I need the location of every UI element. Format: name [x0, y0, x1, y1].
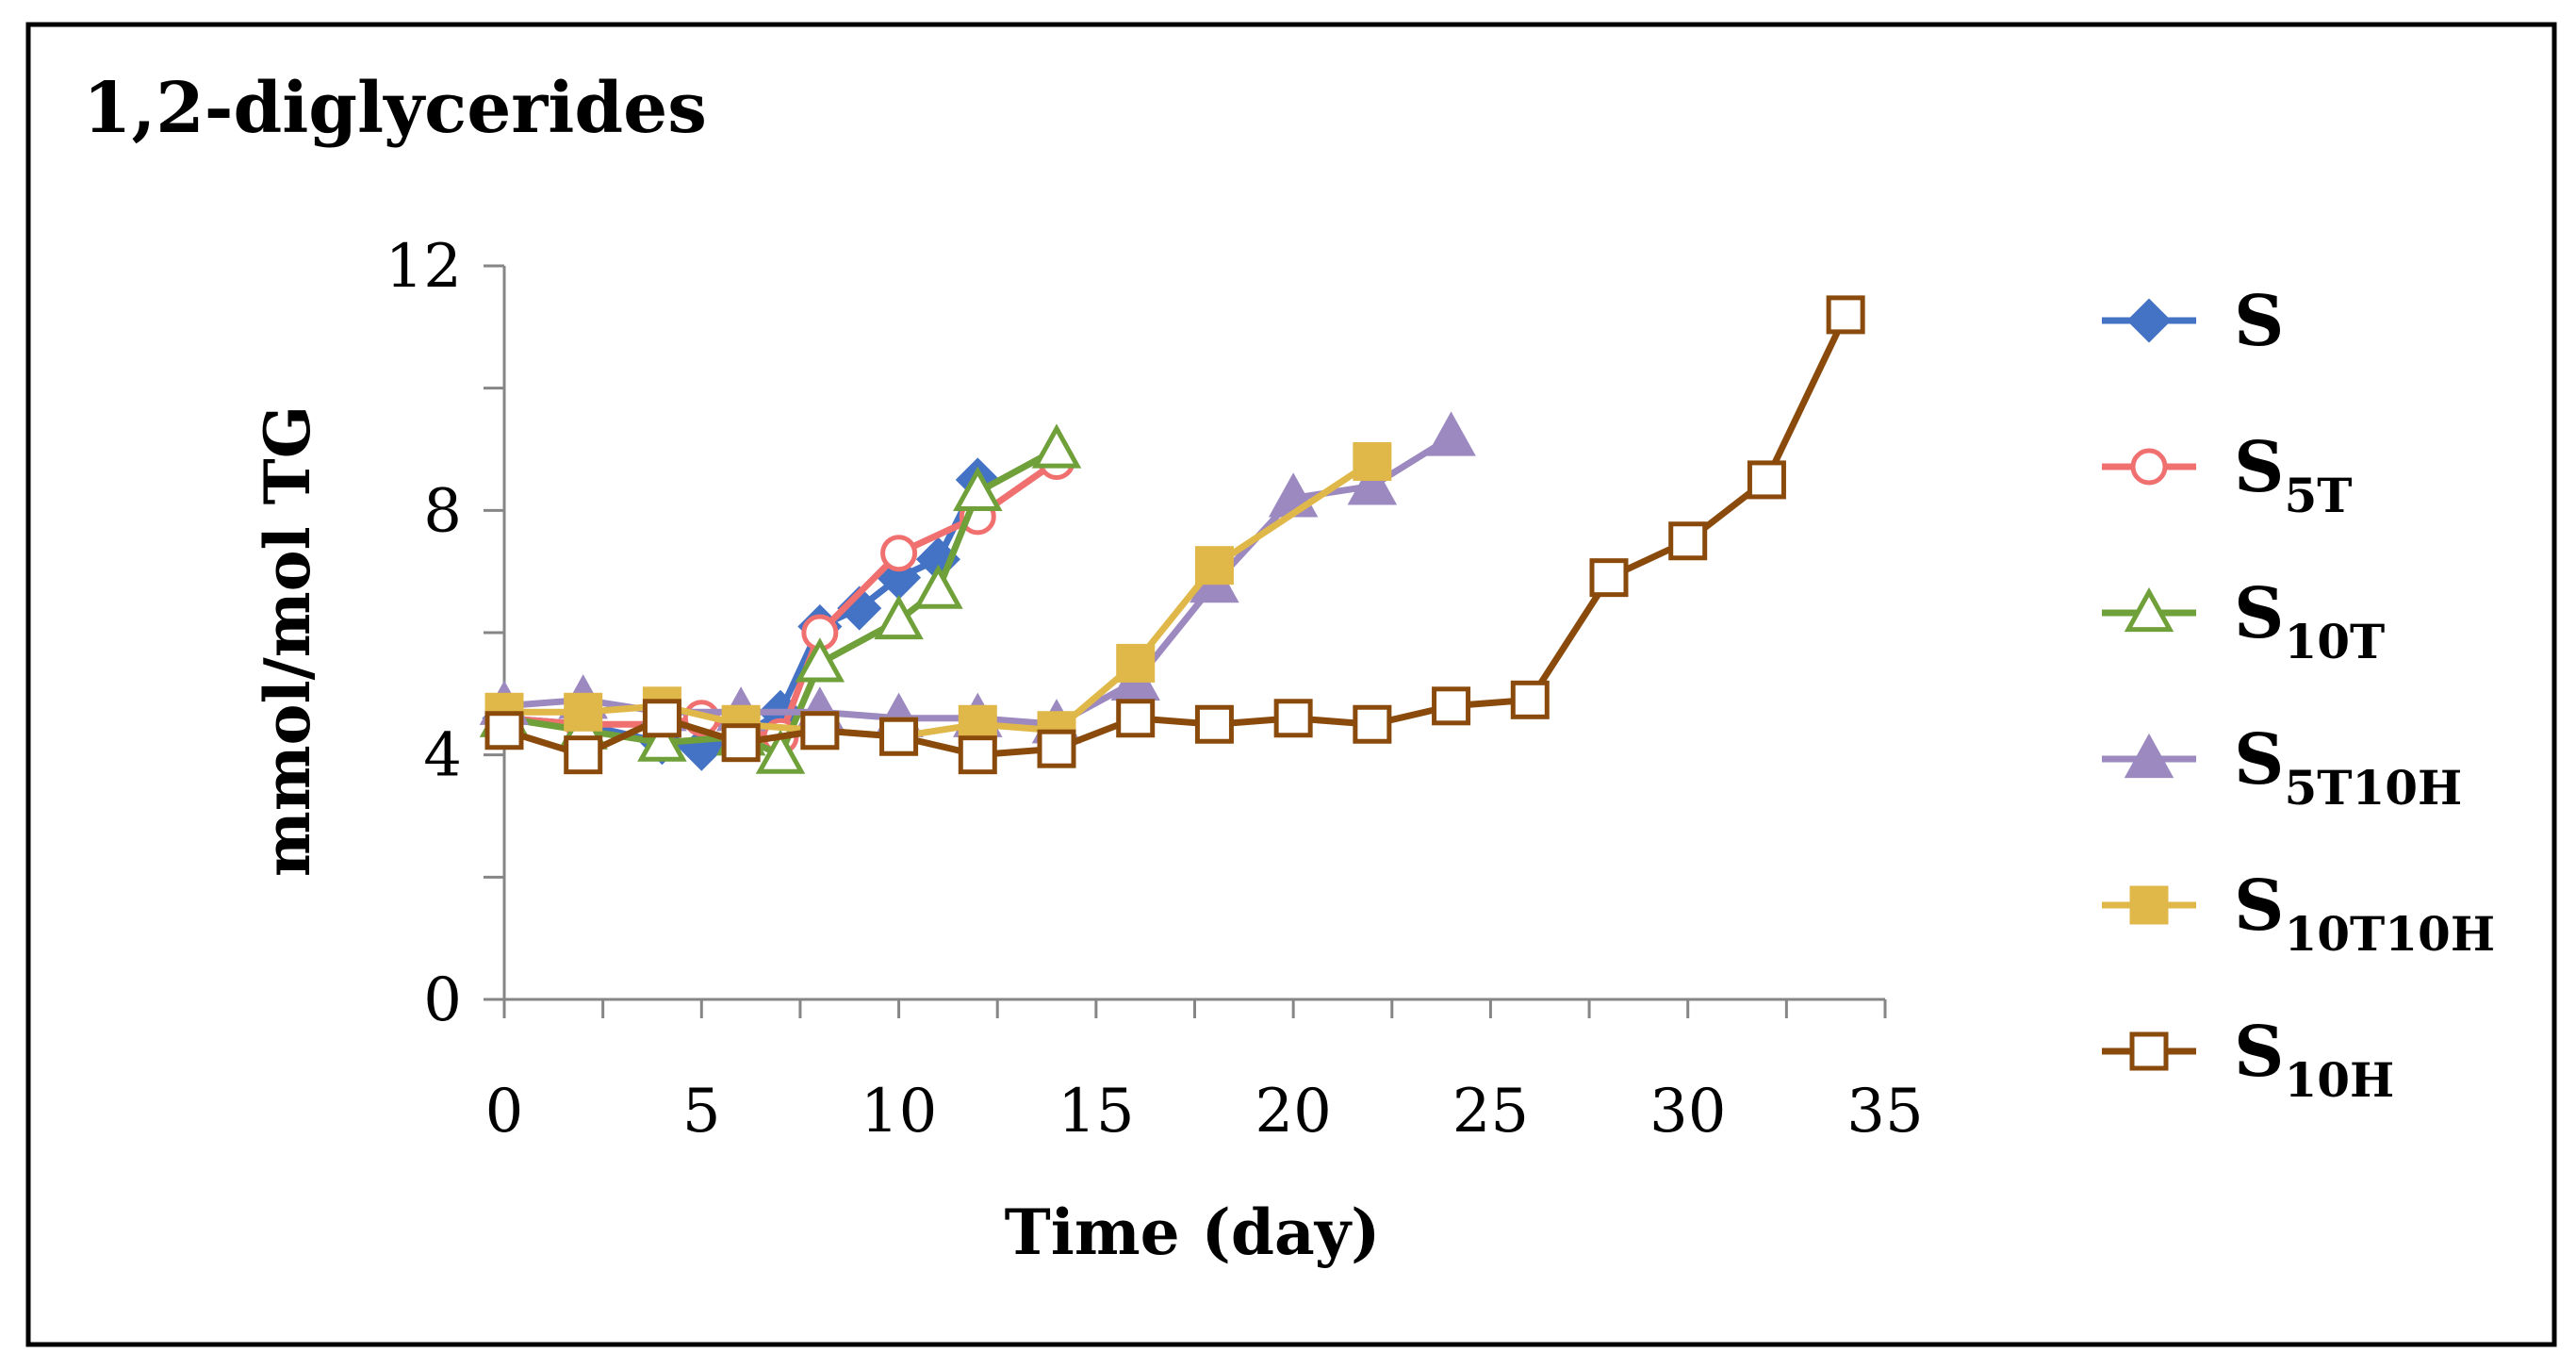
data-point-S10T10H: [1194, 546, 1234, 586]
data-point-S10H: [1432, 686, 1471, 726]
data-point-S10T: [913, 564, 963, 609]
y-tick-label: 8: [423, 476, 462, 546]
chart-title: 1,2-diglycerides: [83, 68, 707, 149]
data-point-S10H: [484, 711, 524, 750]
data-point-S5T: [880, 535, 918, 572]
data-point-S10H: [1826, 295, 1865, 335]
data-point-S10T: [1031, 423, 1082, 469]
data-point-S10H: [1589, 558, 1629, 598]
data-point-S10H: [879, 717, 919, 756]
data-point-S5T10H: [1347, 460, 1398, 505]
series-line-S5T: [503, 458, 1059, 740]
legend-label: S10T10H: [2234, 866, 2495, 962]
legend-label: S5T: [2234, 427, 2352, 523]
data-point-S10H: [1194, 704, 1234, 744]
series-S10H: [484, 295, 1865, 775]
x-tick-label: 25: [1452, 1077, 1529, 1146]
data-point-S10T: [755, 729, 806, 774]
y-axis-title: mmol/mol TG: [251, 405, 324, 877]
legend-marker: [2130, 448, 2168, 486]
data-point-S10T: [874, 594, 924, 640]
data-point-S10H: [721, 723, 761, 763]
plot-area: 0 4 8 12 0 5 10 15 20 25 30 35: [386, 232, 1924, 1146]
data-point-S10H: [1510, 680, 1550, 719]
data-point-S10H: [1116, 699, 1156, 738]
legend-item-S10H: S10H: [2102, 1012, 2394, 1108]
legend-item-S5T: S5T: [2102, 427, 2352, 523]
x-tick-label: 20: [1255, 1077, 1331, 1146]
legend-item-S: S: [2102, 281, 2284, 362]
data-point-S10H: [958, 735, 997, 775]
legend-item-S5T10H: S5T10H: [2102, 719, 2462, 816]
data-point-S10T: [953, 466, 1003, 511]
data-point-S10T10H: [564, 692, 603, 732]
legend-marker: [2129, 1031, 2169, 1071]
data-point-S10T: [795, 637, 845, 683]
legend-marker: [2124, 586, 2174, 633]
legend-item-S10T10H: S10T10H: [2102, 866, 2495, 962]
legend-label: S5T10H: [2234, 719, 2462, 816]
data-point-S10H: [1353, 704, 1392, 744]
data-point-S10T10H: [1116, 643, 1156, 683]
legend-marker: [2126, 298, 2172, 343]
y-tick-label: 4: [423, 721, 462, 791]
chart-frame: [25, 22, 2557, 1347]
legend-marker: [2124, 733, 2174, 779]
data-point-S10H: [642, 699, 681, 738]
legend-label: S10T: [2234, 573, 2385, 669]
x-tick-label: 0: [485, 1077, 524, 1146]
x-tick-label: 30: [1649, 1077, 1726, 1146]
data-point-S10H: [800, 711, 840, 750]
legend-label: S10H: [2234, 1012, 2394, 1108]
data-point-S10H: [564, 735, 603, 775]
y-tick-label: 0: [423, 965, 462, 1035]
data-point-S10T10H: [1353, 441, 1392, 481]
data-point-S5T10H: [1426, 411, 1476, 456]
data-point-S10H: [1273, 699, 1313, 738]
data-point-S10T: [637, 717, 687, 762]
legend: S S5T S10T S5T10H S10T10H S10H: [2102, 281, 2495, 1108]
y-tick-label: 12: [386, 232, 462, 302]
x-tick-label: 15: [1058, 1077, 1134, 1146]
x-tick-label: 5: [682, 1077, 721, 1146]
data-point-S10H: [1037, 729, 1076, 768]
legend-label: S: [2234, 281, 2284, 362]
data-point-S10H: [1668, 521, 1708, 561]
legend-marker: [2129, 885, 2169, 925]
x-tick-label: 35: [1846, 1077, 1923, 1146]
x-axis-title: Time (day): [1005, 1196, 1381, 1269]
x-tick-label: 10: [861, 1077, 937, 1146]
data-point-S10H: [1747, 460, 1786, 500]
legend-item-S10T: S10T: [2102, 573, 2385, 669]
